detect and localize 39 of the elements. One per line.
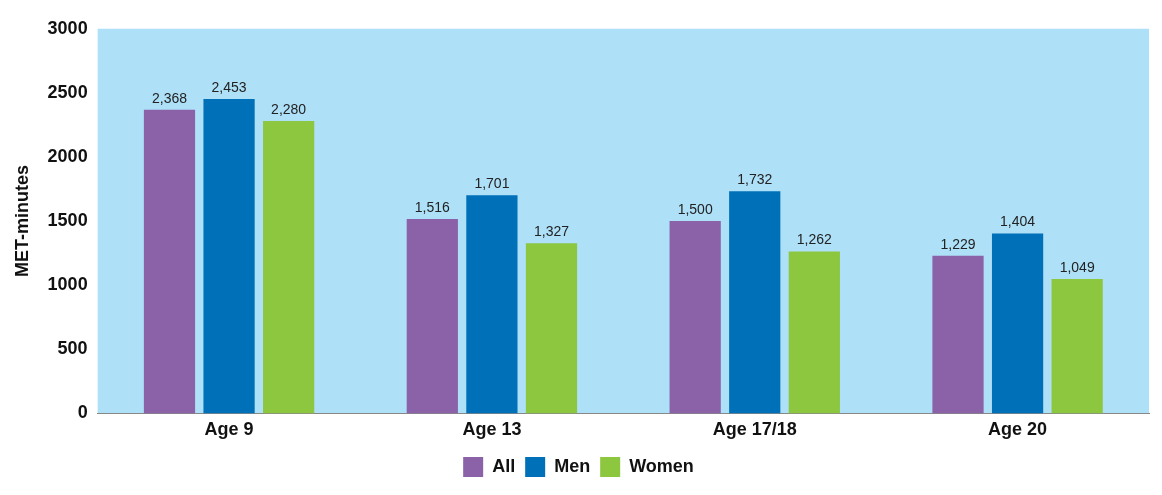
bar xyxy=(932,255,984,414)
data-label: 1,516 xyxy=(414,198,451,215)
data-label: 1,327 xyxy=(533,223,570,240)
y-tick-label: 1500 xyxy=(47,210,88,231)
data-label: 2,280 xyxy=(271,100,307,117)
x-tick-label: Age 13 xyxy=(462,419,522,440)
bar xyxy=(788,251,840,414)
data-label: 1,732 xyxy=(737,171,773,188)
data-label: 1,049 xyxy=(1059,258,1095,275)
x-tick-label: Age 9 xyxy=(204,419,254,440)
bar xyxy=(669,221,721,414)
data-label: 1,701 xyxy=(474,175,510,192)
y-tick-label: 3000 xyxy=(47,17,88,38)
x-tick-label: Age 17/18 xyxy=(712,419,797,440)
data-label: 2,368 xyxy=(151,89,188,106)
legend-label: Women xyxy=(629,455,694,476)
bar xyxy=(1051,278,1103,414)
bar xyxy=(263,121,315,414)
bar xyxy=(203,98,255,414)
bar xyxy=(406,219,458,414)
x-tick-label: Age 20 xyxy=(988,419,1048,440)
legend-label: All xyxy=(492,455,516,476)
legend-label: Men xyxy=(554,455,591,476)
y-tick-label: 2000 xyxy=(47,145,88,166)
bar xyxy=(729,191,781,414)
bar xyxy=(991,233,1044,414)
data-label: 1,404 xyxy=(1000,213,1036,230)
data-label: 1,229 xyxy=(940,235,976,252)
y-tick-label: 0 xyxy=(77,402,88,423)
data-label: 2,453 xyxy=(211,78,247,95)
y-tick-label: 1000 xyxy=(47,274,88,295)
y-tick-label: 500 xyxy=(57,338,88,359)
data-label: 1,500 xyxy=(677,200,713,217)
bar xyxy=(525,243,578,414)
data-label: 1,262 xyxy=(796,231,833,248)
bar xyxy=(466,195,518,414)
y-axis-title: MET-minutes xyxy=(11,165,32,278)
y-tick-label: 2500 xyxy=(47,81,88,102)
bar xyxy=(143,109,196,414)
